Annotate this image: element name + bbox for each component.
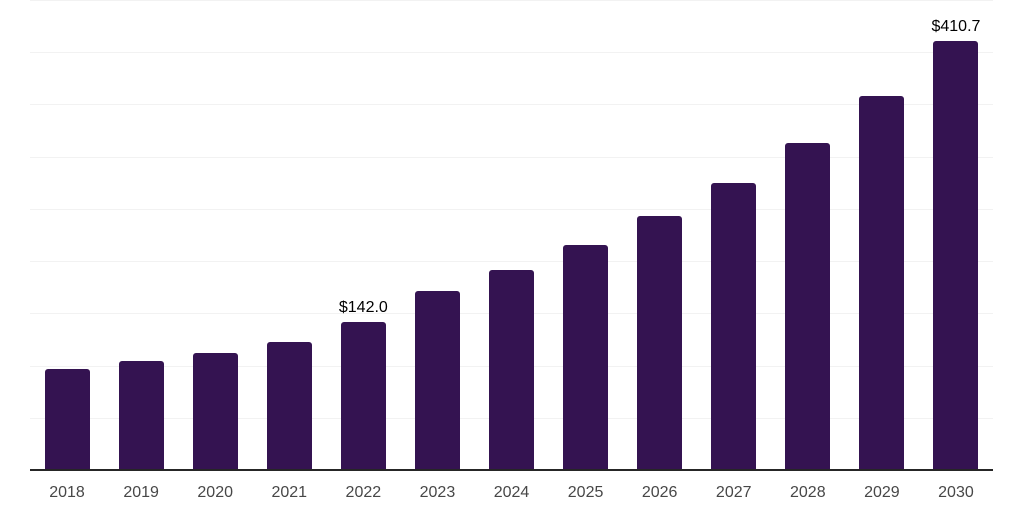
x-tick-label-2021: 2021 [271,484,308,501]
bar-2026[interactable] [637,215,683,470]
x-tick-label-2024: 2024 [493,484,530,501]
x-tick-label-2027: 2027 [715,484,752,501]
gridline-300 [30,156,993,158]
gridline-400 [30,52,993,54]
value-label-2030: $410.7 [931,18,981,36]
bar-2022[interactable] [340,321,386,470]
x-tick-label-2026: 2026 [641,484,678,501]
bar-2027[interactable] [711,182,757,470]
x-tick-label-2030: 2030 [938,484,974,501]
x-tick-label-2020: 2020 [197,484,233,501]
bar-2023[interactable] [414,290,460,470]
gridline-350 [30,104,993,106]
x-tick-label-2023: 2023 [419,484,456,501]
gridline-450 [30,0,993,1]
x-tick-label-2025: 2025 [567,484,604,501]
x-tick-label-2019: 2019 [123,484,159,501]
x-tick-label-2022: 2022 [345,484,382,501]
bar-2024[interactable] [489,270,534,470]
bar-2025[interactable] [563,245,609,470]
x-tick-label-2018: 2018 [49,484,85,501]
bar-2030[interactable] [933,41,979,470]
x-axis-line [30,469,993,471]
bar-2021[interactable] [266,341,312,470]
bar-2028[interactable] [785,143,831,470]
x-tick-label-2029: 2029 [864,484,900,501]
gridline-200 [30,261,993,263]
x-tick-label-2028: 2028 [790,484,826,501]
bar-2020[interactable] [192,353,238,470]
bar-2019[interactable] [118,360,164,470]
bar-2018[interactable] [44,368,90,470]
bar-2029[interactable] [859,96,905,470]
gridline-250 [30,208,993,210]
plot-area: $142.0 $410.7 [30,0,993,470]
value-label-2022: $142.0 [338,298,388,316]
